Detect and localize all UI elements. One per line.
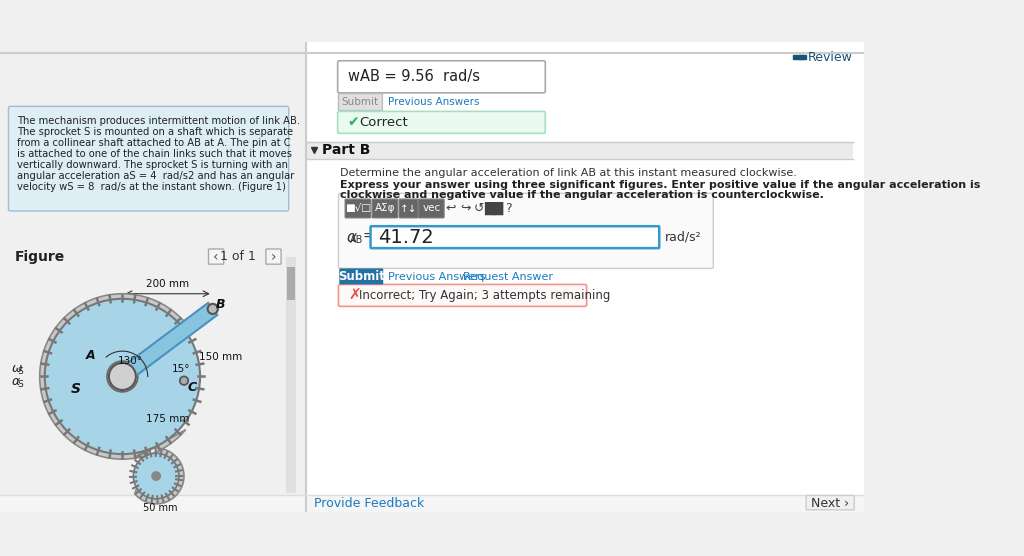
Circle shape [133,453,179,499]
Text: Submit: Submit [342,97,379,107]
FancyBboxPatch shape [339,193,714,269]
Text: ↺: ↺ [474,202,484,215]
Text: Determine the angular acceleration of link AB at this instant measured clockwise: Determine the angular acceleration of li… [340,168,797,178]
Text: Previous Answers: Previous Answers [388,97,480,107]
FancyBboxPatch shape [399,199,418,218]
FancyBboxPatch shape [8,106,289,211]
FancyBboxPatch shape [266,249,281,264]
Circle shape [152,472,161,480]
Text: ‹: ‹ [213,250,219,264]
Bar [305,142,853,158]
Text: C: C [187,381,197,394]
Text: vec: vec [422,203,440,214]
Text: ?: ? [505,202,511,215]
Circle shape [45,299,200,454]
Text: Request Answer: Request Answer [463,272,553,282]
Text: ↪: ↪ [460,202,470,215]
Text: ██: ██ [484,202,504,215]
Text: Correct: Correct [359,116,409,129]
Text: vertically downward. The sprocket S is turning with an: vertically downward. The sprocket S is t… [16,160,288,170]
Text: B: B [216,298,225,311]
Text: The mechanism produces intermittent motion of link AB.: The mechanism produces intermittent moti… [16,116,300,126]
Text: Review: Review [808,51,853,64]
Text: 15°: 15° [171,364,189,374]
Circle shape [108,361,137,391]
Text: from a collinear shaft attached to AB at A. The pin at C: from a collinear shaft attached to AB at… [16,138,291,148]
Text: 50 mm: 50 mm [143,503,178,513]
FancyBboxPatch shape [209,249,223,264]
Text: 130°: 130° [118,356,143,366]
Text: rad/s²: rad/s² [666,231,701,244]
Circle shape [180,376,188,385]
Text: Figure: Figure [15,250,66,264]
Bar [305,42,864,512]
Text: A: A [86,349,95,362]
Text: ↑↓: ↑↓ [399,203,418,214]
Circle shape [208,304,218,314]
FancyBboxPatch shape [345,199,371,218]
Text: ✗: ✗ [348,288,361,303]
Text: velocity wS = 8  rad/s at the instant shown. (Figure 1): velocity wS = 8 rad/s at the instant sho… [16,182,286,192]
Text: 200 mm: 200 mm [146,279,189,289]
Text: S: S [71,382,81,396]
FancyBboxPatch shape [419,199,444,218]
Text: ΑΣφ: ΑΣφ [375,203,395,214]
Text: clockwise and negative value if the angular acceleration is counterclockwise.: clockwise and negative value if the angu… [340,190,824,200]
FancyBboxPatch shape [338,61,546,93]
Polygon shape [118,303,217,383]
Text: 41.72: 41.72 [378,227,434,247]
Text: ω: ω [12,362,23,375]
Text: ›: › [270,250,276,264]
Polygon shape [40,294,185,504]
Text: Incorrect; Try Again; 3 attempts remaining: Incorrect; Try Again; 3 attempts remaini… [358,289,610,302]
Text: Provide Feedback: Provide Feedback [314,497,424,509]
Circle shape [118,371,127,381]
Text: 175 mm: 175 mm [146,414,189,424]
FancyBboxPatch shape [339,269,383,285]
Text: ■√□: ■√□ [345,203,371,214]
Bar [0,42,305,512]
Text: S: S [16,380,23,389]
Text: wAB = 9.56  rad/s: wAB = 9.56 rad/s [348,70,480,85]
Text: α: α [346,230,356,245]
Text: angular acceleration aS = 4  rad/s2 and has an angular: angular acceleration aS = 4 rad/s2 and h… [16,171,294,181]
Text: =: = [362,230,375,244]
Text: S: S [16,367,23,376]
FancyBboxPatch shape [339,285,587,306]
Text: Previous Answers: Previous Answers [388,272,485,282]
Bar [287,267,296,300]
Text: 1 of 1: 1 of 1 [220,250,256,263]
Text: is attached to one of the chain links such that it moves: is attached to one of the chain links su… [16,150,292,160]
Text: Submit: Submit [338,270,385,284]
FancyBboxPatch shape [373,199,397,218]
FancyBboxPatch shape [338,111,546,133]
Text: AB: AB [349,235,362,245]
Circle shape [109,363,136,390]
Bar [286,256,296,493]
Bar [0,495,864,512]
Text: ↩: ↩ [445,202,456,215]
FancyBboxPatch shape [339,93,382,111]
Text: The sprocket S is mounted on a shaft which is separate: The sprocket S is mounted on a shaft whi… [16,127,293,137]
FancyBboxPatch shape [806,495,854,510]
Text: Next ›: Next › [811,497,849,509]
Text: Part B: Part B [323,143,371,157]
FancyBboxPatch shape [371,226,659,248]
Text: α: α [12,375,20,388]
Text: 150 mm: 150 mm [200,352,243,362]
Text: ✔: ✔ [348,116,359,130]
Text: Express your answer using three significant figures. Enter positive value if the: Express your answer using three signific… [340,180,981,190]
